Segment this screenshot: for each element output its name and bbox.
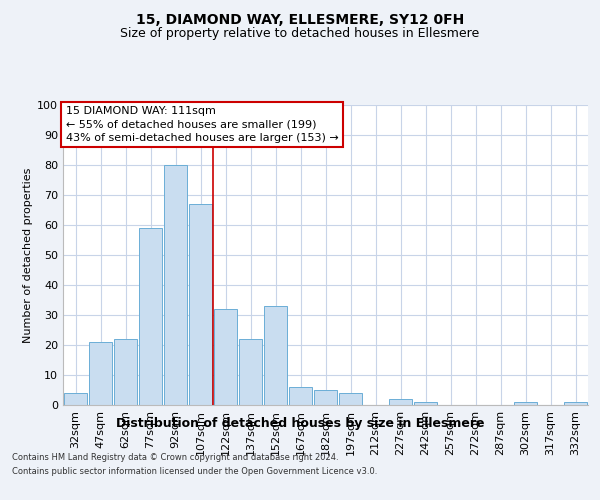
Bar [514,402,537,405]
Bar [214,309,237,405]
Bar [89,342,112,405]
Bar [339,393,362,405]
Bar [314,390,337,405]
Text: Contains public sector information licensed under the Open Government Licence v3: Contains public sector information licen… [12,468,377,476]
Bar [114,339,137,405]
Bar [564,402,587,405]
Bar [239,339,262,405]
Bar [289,387,312,405]
Y-axis label: Number of detached properties: Number of detached properties [23,168,33,342]
Bar [264,306,287,405]
Bar [389,399,412,405]
Bar [64,393,87,405]
Bar [189,204,212,405]
Text: 15, DIAMOND WAY, ELLESMERE, SY12 0FH: 15, DIAMOND WAY, ELLESMERE, SY12 0FH [136,12,464,26]
Text: Size of property relative to detached houses in Ellesmere: Size of property relative to detached ho… [121,28,479,40]
Bar [164,165,187,405]
Bar [139,228,162,405]
Text: 15 DIAMOND WAY: 111sqm
← 55% of detached houses are smaller (199)
43% of semi-de: 15 DIAMOND WAY: 111sqm ← 55% of detached… [65,106,338,143]
Text: Contains HM Land Registry data © Crown copyright and database right 2024.: Contains HM Land Registry data © Crown c… [12,452,338,462]
Bar [414,402,437,405]
Text: Distribution of detached houses by size in Ellesmere: Distribution of detached houses by size … [116,418,484,430]
